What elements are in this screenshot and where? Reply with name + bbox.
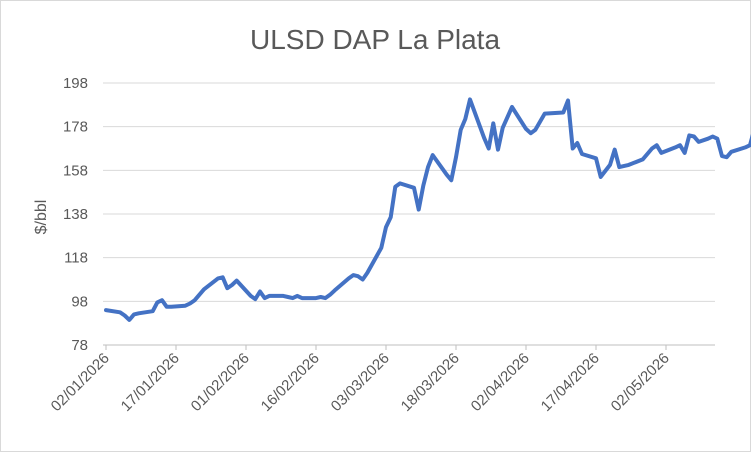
y-axis-label: $/bbl (33, 200, 50, 235)
x-tick-label: 18/03/2026 (398, 350, 463, 415)
chart-title: ULSD DAP La Plata (250, 24, 500, 55)
gridlines (103, 82, 715, 346)
x-tick-label: 17/04/2026 (538, 350, 603, 415)
y-tick-label: 178 (63, 119, 88, 136)
y-tick-label: 158 (63, 162, 88, 179)
y-tick-label: 138 (63, 206, 88, 223)
y-axis-ticks: 78 98 118 138 158 178 198 (63, 75, 88, 354)
series-layer (104, 97, 751, 322)
x-tick-label: 02/01/2026 (48, 350, 113, 415)
x-tick-label: 02/04/2026 (468, 350, 533, 415)
y-tick-label: 78 (71, 337, 88, 354)
x-axis-ticks: 02/01/2026 17/01/2026 01/02/2026 16/02/2026… (48, 345, 673, 415)
series-line (104, 97, 751, 322)
x-tick-label: 03/03/2026 (328, 350, 393, 415)
y-tick-label: 98 (71, 293, 88, 310)
x-tick-label: 17/01/2026 (118, 350, 183, 415)
y-tick-label: 118 (64, 250, 88, 267)
x-tick-label: 02/05/2026 (608, 350, 673, 415)
x-tick-label: 01/02/2026 (188, 350, 253, 415)
x-tick-label: 16/02/2026 (258, 350, 323, 415)
y-tick-label: 198 (63, 75, 88, 92)
